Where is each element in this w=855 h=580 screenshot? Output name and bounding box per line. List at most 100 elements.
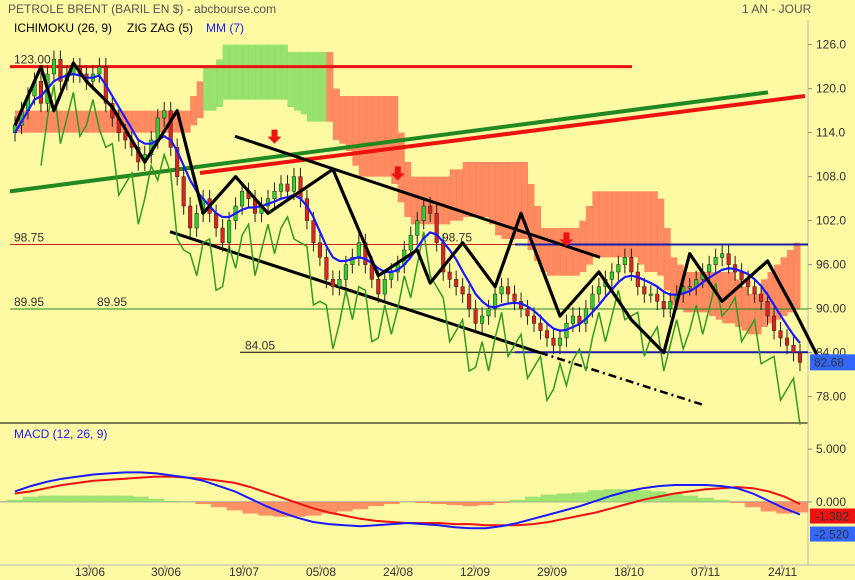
candle-body [408,235,413,251]
macd-histogram-bar [744,501,761,508]
cloud-segment [748,294,756,335]
candle-body [343,264,348,280]
cloud-segment [384,96,392,177]
candle-body [227,220,232,243]
candle-body [687,286,692,289]
sell-arrow-icon [559,232,574,247]
signal-value-label: -2.520 [815,528,849,542]
cloud-segment [131,110,139,133]
candle-body [707,264,712,273]
sell-signals [267,129,574,247]
macd-value-label: -1.382 [815,510,849,524]
y-tick-label: 108.0 [816,170,846,184]
candle-body [51,59,56,75]
cloud-segment [209,66,217,111]
macd-histogram-bar [399,501,416,503]
cloud-segment [319,52,327,122]
level-label: 84.05 [245,338,275,352]
cloud-segment [248,44,256,100]
macd-histogram-bar [148,498,165,502]
cloud-segment [592,191,600,258]
macd-histogram-bar [7,499,23,502]
candle-body [570,315,575,324]
level-label: 98.75 [14,231,44,245]
candle-body [194,213,199,229]
macd-histogram-bar [682,495,699,502]
cloud-segment [663,228,671,291]
ma-line [14,72,801,344]
macd-histogram-bar [462,501,479,507]
candle-body [350,257,355,265]
level-label-secondary: 89.95 [97,295,127,309]
candle-body [544,330,550,339]
zigzag-label: ZIG ZAG (5) [127,21,193,35]
candle-body [382,279,387,295]
downtrend-channel-top [234,134,601,259]
cloud-segment [170,110,178,133]
y-tick-label: 114.0 [816,126,845,140]
macd-histogram-bar [666,493,683,502]
macd-histogram-bar [525,496,542,502]
candlesticks [12,50,803,372]
cloud-segment [86,110,94,133]
candle-body [460,286,465,295]
cloud-segment [40,110,48,133]
macd-histogram-bar [116,495,133,502]
cloud-segment [527,184,535,250]
macd-histogram-bar [69,495,86,502]
cloud-segment [598,191,606,258]
macd-histogram-bar [556,493,573,502]
candle-body [622,257,627,265]
candle-body [298,176,303,199]
macd-histogram-bar [697,497,714,502]
candle-body [454,279,459,287]
ichimoku-label: ICHIMOKU (26, 9) [14,21,112,35]
candle-body [369,264,374,280]
macd-histogram-bar [85,495,102,502]
axes: 126.0120.0114.0108.0102.096.0090.0084.00… [75,38,855,579]
macd-histogram-bar [211,501,228,508]
cloud-segment [34,110,42,133]
cloud-segment [47,110,55,133]
cloud-segment [144,110,152,133]
zigzag-line [13,61,821,361]
cloud-segment [300,52,308,115]
x-tick-label: 05/08 [306,565,336,579]
macd-histogram-bar [22,496,39,502]
y-tick-label: 102.0 [816,214,846,228]
cloud-segment [475,162,483,217]
cloud-segment [735,279,743,327]
candle-body [97,66,102,75]
macd-histogram-bar [587,490,604,502]
candle-body [668,301,673,309]
macd-histogram-bar [540,494,557,502]
cloud-segment [397,132,405,203]
cloud-segment [469,162,477,217]
macd-y-tick-label: 0.000 [816,495,846,509]
cloud-segment [352,96,360,166]
candle-body [778,330,783,339]
cloud-segment [553,228,561,276]
macd-histogram-bar [321,501,337,514]
sell-arrow-icon [267,129,282,144]
y-tick-label: 120.0 [816,82,846,96]
cloud-segment [754,294,762,335]
cloud-segment [670,257,678,305]
cloud-segment [514,162,522,239]
macd-histogram-bar [258,501,275,516]
sell-arrow-icon [390,166,405,181]
cloud-segment [631,191,639,258]
cloud-segment [313,52,321,122]
x-tick-label: 24/11 [768,565,797,579]
candle-body [376,279,381,295]
candle-body [214,213,219,229]
candle-body [317,242,322,258]
candle-body [330,279,335,287]
downtrend-projection [539,351,706,407]
candle-body [285,183,290,192]
macd-histogram-bar [430,501,447,505]
candle-body [291,176,297,192]
cloud-segment [546,228,554,276]
candle-body [162,110,167,119]
